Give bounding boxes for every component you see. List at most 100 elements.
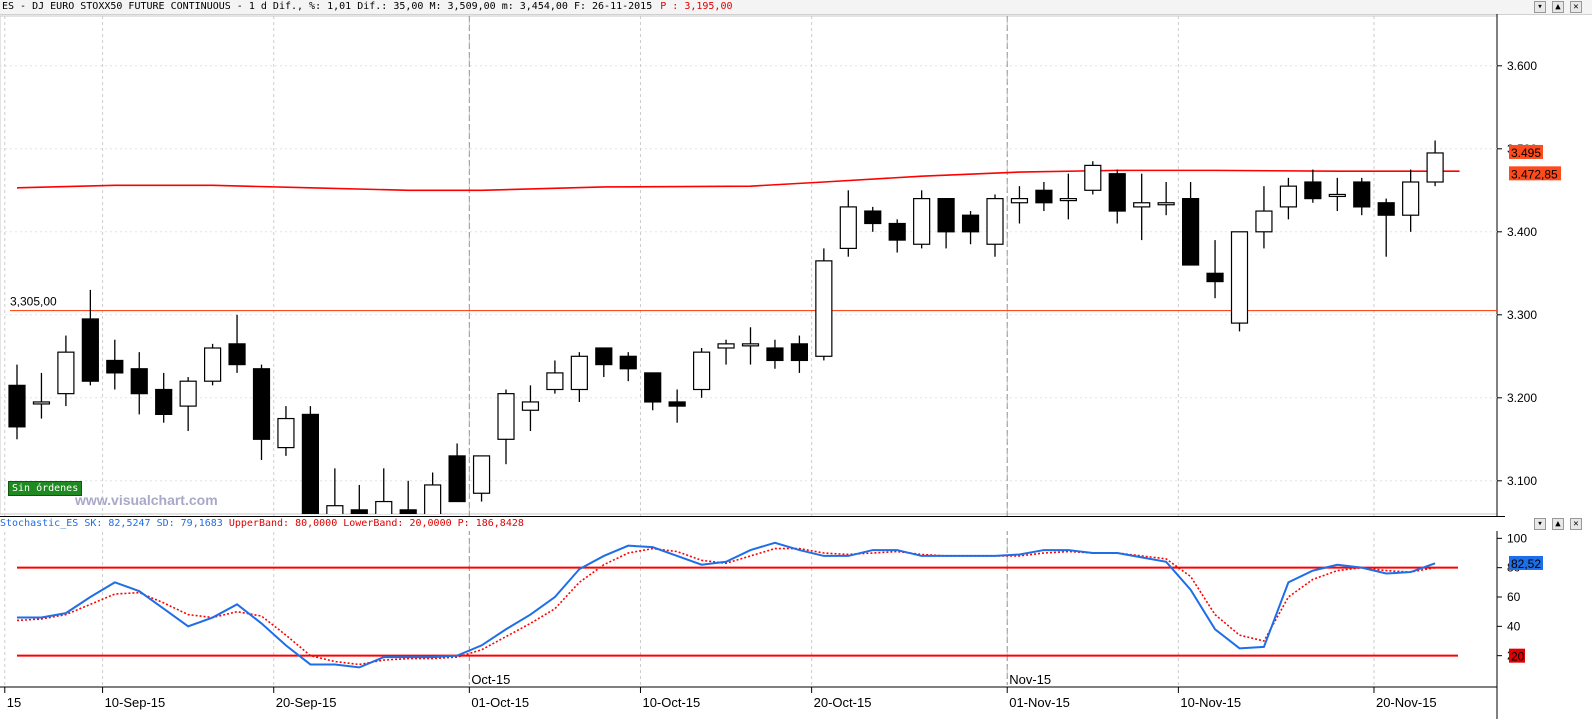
candle-down[interactable] bbox=[888, 222, 906, 241]
candle-down[interactable] bbox=[1181, 198, 1200, 266]
candle-up[interactable] bbox=[179, 380, 197, 407]
month-label: Nov-15 bbox=[1009, 672, 1051, 687]
candle-up[interactable] bbox=[1230, 231, 1249, 324]
candle-down[interactable] bbox=[864, 210, 882, 225]
candle-up[interactable] bbox=[1426, 152, 1444, 183]
close-icon[interactable]: ✕ bbox=[1570, 1, 1582, 13]
date-tick-label: 15 bbox=[7, 695, 21, 710]
stoch-sk-line bbox=[17, 541, 1436, 669]
candle-up[interactable] bbox=[1010, 198, 1029, 204]
price-tag-ma-label: 3.472,85 bbox=[1511, 167, 1558, 181]
indicator-minimize-icon[interactable]: ▾ bbox=[1534, 518, 1546, 530]
candle-up[interactable] bbox=[277, 417, 295, 449]
candle-down[interactable] bbox=[644, 372, 662, 403]
candle-up[interactable] bbox=[717, 343, 735, 349]
candle-down[interactable] bbox=[1353, 181, 1371, 208]
date-tick-label: 10-Sep-15 bbox=[105, 695, 166, 710]
price-tick-label: 3.300 bbox=[1507, 308, 1537, 322]
date-tick-label: 20-Nov-15 bbox=[1376, 695, 1437, 710]
candle-down[interactable] bbox=[448, 455, 466, 503]
indicator-close-icon[interactable]: ✕ bbox=[1570, 518, 1582, 530]
candle-down[interactable] bbox=[301, 413, 319, 522]
candle-down[interactable] bbox=[766, 347, 784, 362]
date-tick-label: 20-Sep-15 bbox=[276, 695, 337, 710]
candle-up[interactable] bbox=[57, 351, 75, 395]
month-label: Oct-15 bbox=[471, 672, 510, 687]
candle-down[interactable] bbox=[1377, 202, 1395, 216]
candle-down[interactable] bbox=[1304, 181, 1322, 200]
candle-down[interactable] bbox=[1108, 173, 1126, 212]
candle-up[interactable] bbox=[815, 260, 833, 357]
candle-up[interactable] bbox=[472, 455, 491, 494]
candle-up[interactable] bbox=[1133, 202, 1151, 208]
candle-up[interactable] bbox=[1084, 164, 1102, 191]
stoch-tick-label: 60 bbox=[1507, 590, 1521, 604]
candle-up[interactable] bbox=[1255, 210, 1273, 233]
stoch-tick-label: 100 bbox=[1507, 531, 1527, 545]
candle-up[interactable] bbox=[326, 505, 344, 531]
lower-band-tag bbox=[1509, 648, 1525, 663]
candle-up[interactable] bbox=[913, 198, 931, 245]
candle-down[interactable] bbox=[961, 214, 980, 233]
candle-up[interactable] bbox=[1279, 185, 1298, 208]
minimize-icon[interactable]: ▾ bbox=[1534, 1, 1546, 13]
indicator-restore-icon[interactable]: ▲ bbox=[1552, 518, 1564, 530]
candle-up[interactable] bbox=[497, 393, 515, 440]
candle-up[interactable] bbox=[1402, 181, 1420, 216]
indicator-header: Stochastic_ES SK: 82,5247 SD: 79,1683 Up… bbox=[0, 516, 1505, 531]
candle-down[interactable] bbox=[595, 347, 613, 366]
restore-icon[interactable]: ▲ bbox=[1552, 1, 1564, 13]
candles-group bbox=[8, 140, 1444, 531]
candle-down[interactable] bbox=[228, 343, 246, 366]
candle-down[interactable] bbox=[619, 355, 637, 370]
price-tick-label: 3.200 bbox=[1507, 391, 1537, 405]
sd-value: SD: 79,1683 bbox=[156, 518, 223, 529]
candle-down[interactable] bbox=[130, 368, 148, 395]
lower-band-tag-label: 20 bbox=[1511, 650, 1525, 664]
price-tick-label: 3.600 bbox=[1507, 59, 1537, 73]
candle-up[interactable] bbox=[570, 355, 588, 391]
date-tick-label: 01-Oct-15 bbox=[471, 695, 529, 710]
watermark: www.visualchart.com bbox=[75, 492, 218, 508]
candle-down[interactable] bbox=[8, 384, 26, 428]
date-tick-label: 10-Oct-15 bbox=[642, 695, 700, 710]
candle-up[interactable] bbox=[692, 351, 711, 391]
candle-up[interactable] bbox=[986, 198, 1004, 245]
date-tick-label: 20-Oct-15 bbox=[814, 695, 872, 710]
candle-down[interactable] bbox=[1035, 189, 1053, 204]
candle-down[interactable] bbox=[252, 368, 271, 440]
candle-down[interactable] bbox=[106, 359, 124, 374]
candle-down[interactable] bbox=[668, 401, 686, 407]
candle-up[interactable] bbox=[375, 500, 393, 523]
candle-up[interactable] bbox=[839, 206, 857, 249]
sk-value: SK: 82,5247 bbox=[84, 518, 151, 529]
orders-badge[interactable]: Sin órdenes bbox=[8, 481, 83, 496]
candle-up[interactable] bbox=[1328, 193, 1346, 198]
last-price-text: P : 3,195,00 bbox=[660, 1, 733, 12]
candle-up[interactable] bbox=[741, 343, 760, 347]
candle-up[interactable] bbox=[424, 484, 442, 518]
price-panel-frame bbox=[0, 15, 1498, 515]
candle-up[interactable] bbox=[32, 401, 51, 405]
candle-down[interactable] bbox=[81, 318, 99, 382]
stoch-sd-line bbox=[16, 547, 1436, 666]
chart-title-bar: ES - DJ EURO STOXX50 FUTURE CONTINUOUS -… bbox=[0, 0, 1592, 15]
candle-down[interactable] bbox=[937, 198, 955, 233]
candle-down[interactable] bbox=[790, 343, 809, 362]
candle-down[interactable] bbox=[399, 509, 417, 527]
candle-down[interactable] bbox=[1206, 272, 1224, 283]
p-value: P: 186,8428 bbox=[457, 518, 524, 529]
date-tick-label: 01-Nov-15 bbox=[1009, 695, 1070, 710]
stoch-tag bbox=[1509, 555, 1543, 570]
price-tag-ma bbox=[1509, 166, 1561, 181]
candle-up[interactable] bbox=[1157, 202, 1175, 206]
candle-up[interactable] bbox=[546, 372, 564, 391]
candle-up[interactable] bbox=[1059, 198, 1077, 202]
price-tick-label: 3.100 bbox=[1507, 474, 1537, 488]
candle-down[interactable] bbox=[155, 388, 173, 415]
candle-up[interactable] bbox=[204, 347, 222, 382]
candle-up[interactable] bbox=[521, 401, 540, 411]
date-tick-label: 10-Nov-15 bbox=[1180, 695, 1241, 710]
candle-down[interactable] bbox=[350, 509, 368, 531]
